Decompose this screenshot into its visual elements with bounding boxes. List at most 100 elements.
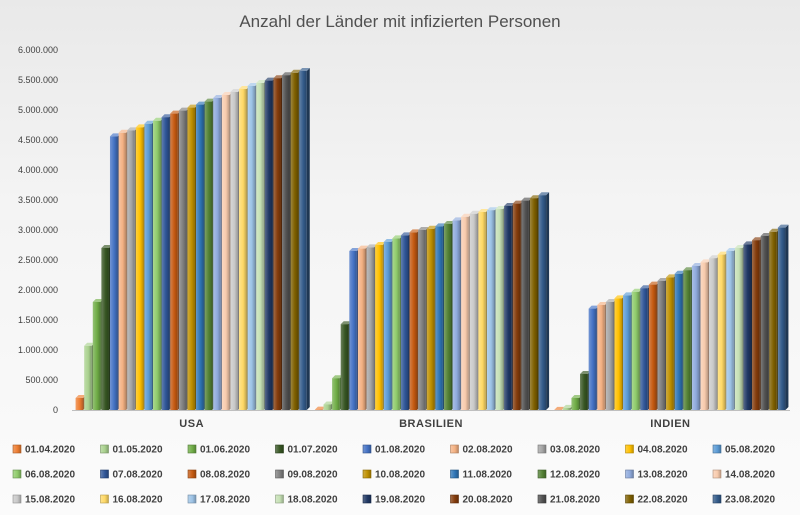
legend-label: 18.08.2020: [288, 495, 338, 506]
x-axis: USA BRASILIEN INDIEN: [72, 410, 790, 430]
legend-item: 13.08.2020: [625, 469, 688, 481]
legend-item: 16.08.2020: [100, 494, 163, 506]
legend-item: 18.08.2020: [275, 494, 338, 506]
legend-label: 15.08.2020: [25, 495, 75, 506]
legend-swatch: [275, 444, 284, 454]
legend-label: 17.08.2020: [200, 495, 250, 506]
legend-label: 11.08.2020: [463, 470, 513, 481]
legend: 01.04.2020 01.05.2020 01.06.2020 01.07.2020…: [12, 444, 775, 506]
legend-item: 01.06.2020: [187, 444, 250, 456]
legend-swatch: [712, 444, 722, 454]
y-tick-label: 1.500.000: [18, 315, 58, 325]
legend-swatch: [450, 469, 459, 479]
legend-swatch: [187, 444, 197, 454]
legend-item: 12.08.2020: [537, 469, 600, 481]
legend-swatch: [187, 469, 197, 479]
legend-item: 19.08.2020: [362, 494, 425, 506]
legend-swatch: [275, 469, 284, 479]
legend-item: 17.08.2020: [187, 494, 250, 506]
legend-item: 01.07.2020: [275, 444, 338, 456]
legend-item: 20.08.2020: [450, 494, 513, 506]
legend-label: 09.08.2020: [288, 470, 338, 481]
legend-item: 02.08.2020: [450, 444, 513, 456]
y-tick-label: 4.500.000: [18, 135, 58, 145]
legend-label: 13.08.2020: [638, 470, 688, 481]
legend-label: 10.08.2020: [375, 470, 425, 481]
x-category-label: USA: [179, 418, 204, 430]
legend-swatch: [12, 494, 22, 504]
legend-label: 01.05.2020: [113, 445, 163, 456]
y-tick-label: 6.000.000: [18, 45, 58, 55]
legend-label: 01.04.2020: [25, 445, 75, 456]
legend-item: 04.08.2020: [625, 444, 688, 456]
legend-item: 05.08.2020: [712, 444, 775, 456]
y-tick-label: 2.000.000: [18, 285, 58, 295]
legend-item: 03.08.2020: [537, 444, 600, 456]
legend-swatch: [712, 494, 722, 504]
legend-swatch: [12, 469, 22, 479]
legend-item: 01.04.2020: [12, 444, 75, 456]
legend-item: 06.08.2020: [12, 469, 75, 481]
bar: [299, 68, 310, 410]
legend-label: 14.08.2020: [725, 470, 775, 481]
legend-label: 12.08.2020: [550, 470, 600, 481]
legend-label: 19.08.2020: [375, 495, 425, 506]
y-tick-label: 4.000.000: [18, 165, 58, 175]
legend-item: 11.08.2020: [450, 469, 513, 481]
y-tick-label: 3.000.000: [18, 225, 58, 235]
legend-swatch: [275, 494, 284, 504]
legend-label: 16.08.2020: [113, 495, 163, 506]
legend-swatch: [100, 444, 109, 454]
x-category-label: BRASILIEN: [399, 418, 463, 430]
legend-label: 08.08.2020: [200, 470, 250, 481]
legend-label: 22.08.2020: [638, 495, 688, 506]
legend-label: 03.08.2020: [550, 445, 600, 456]
legend-label: 01.07.2020: [288, 445, 338, 456]
legend-label: 04.08.2020: [638, 445, 688, 456]
legend-swatch: [712, 469, 722, 479]
legend-swatch: [537, 494, 547, 504]
legend-swatch: [362, 494, 372, 504]
bar: [777, 224, 789, 410]
legend-item: 14.08.2020: [712, 469, 775, 481]
legend-swatch: [450, 444, 459, 454]
legend-label: 21.08.2020: [550, 495, 600, 506]
legend-label: 01.06.2020: [200, 445, 250, 456]
legend-item: 01.05.2020: [100, 444, 163, 456]
legend-swatch: [537, 444, 547, 454]
legend-label: 07.08.2020: [113, 470, 163, 481]
y-tick-label: 5.000.000: [18, 105, 58, 115]
y-tick-label: 1.000.000: [18, 345, 58, 355]
legend-label: 23.08.2020: [725, 495, 775, 506]
legend-swatch: [625, 444, 634, 454]
legend-swatch: [100, 469, 109, 479]
y-tick-label: 500.000: [25, 375, 58, 385]
legend-item: 09.08.2020: [275, 469, 338, 481]
legend-item: 21.08.2020: [537, 494, 600, 506]
legend-label: 02.08.2020: [463, 445, 513, 456]
x-category-label: INDIEN: [650, 418, 690, 430]
legend-swatch: [362, 444, 372, 454]
chart-title: Anzahl der Länder mit infizierten Person…: [239, 12, 560, 31]
legend-swatch: [537, 469, 547, 479]
bar: [538, 192, 550, 410]
legend-label: 20.08.2020: [463, 495, 513, 506]
legend-swatch: [625, 469, 634, 479]
legend-swatch: [100, 494, 109, 504]
y-tick-label: 2.500.000: [18, 255, 58, 265]
y-tick-label: 0: [53, 405, 58, 415]
legend-swatch: [450, 494, 459, 504]
legend-swatch: [625, 494, 634, 504]
plot-area: [75, 68, 789, 411]
legend-label: 01.08.2020: [375, 445, 425, 456]
legend-swatch: [12, 444, 22, 454]
legend-label: 05.08.2020: [725, 445, 775, 456]
legend-item: 10.08.2020: [362, 470, 425, 481]
legend-swatch: [187, 494, 197, 504]
legend-item: 07.08.2020: [100, 469, 163, 481]
y-axis: 0 500.000 1.000.000 1.500.000 2.000.000 2.500…: [18, 45, 58, 415]
legend-item: 22.08.2020: [625, 494, 688, 506]
legend-item: 23.08.2020: [712, 494, 775, 506]
legend-label: 06.08.2020: [25, 470, 75, 481]
